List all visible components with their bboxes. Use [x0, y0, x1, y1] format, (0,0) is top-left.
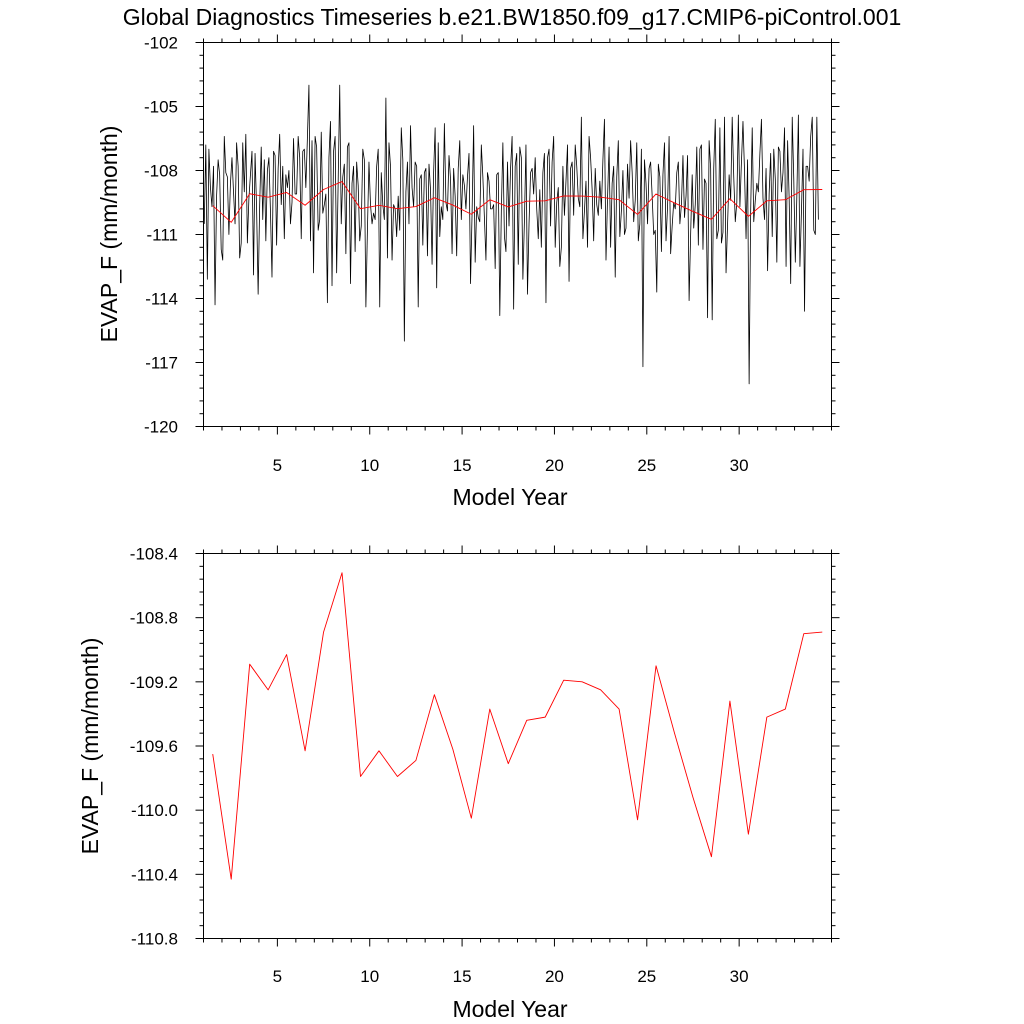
bottom-x-tick-label: 30 — [730, 967, 749, 986]
bottom-y-tick-label: -110.0 — [131, 801, 178, 820]
bottom-y-tick-label: -109.2 — [130, 673, 178, 692]
top-y-tick-label: -102 — [144, 34, 178, 53]
top-series-monthly — [203, 84, 819, 385]
top-x-tick-label: 5 — [273, 456, 282, 475]
top-series-group — [203, 84, 823, 385]
bottom-x-axis-title: Model Year — [452, 996, 567, 1022]
bottom-series-group — [212, 572, 823, 880]
top-y-tick-label: -117 — [145, 354, 178, 373]
bottom-axis-ticks — [195, 545, 840, 947]
top-x-tick-label: 25 — [637, 456, 656, 475]
bottom-y-axis-title: EVAP_F (mm/month) — [77, 638, 103, 855]
bottom-x-tick-label: 10 — [360, 967, 379, 986]
bottom-x-tick-label: 5 — [273, 967, 282, 986]
top-x-tick-label: 10 — [360, 456, 379, 475]
top-x-tick-label: 30 — [730, 456, 749, 475]
bottom-x-tick-label: 15 — [453, 967, 472, 986]
top-series-annual-mean — [212, 181, 823, 223]
top-y-tick-label: -111 — [146, 226, 178, 245]
top-axis-ticks — [195, 34, 840, 435]
bottom-y-tick-label: -110.4 — [131, 865, 178, 884]
top-y-tick-label: -105 — [144, 98, 178, 117]
top-x-tick-label: 15 — [453, 456, 472, 475]
top-y-tick-label: -120 — [144, 418, 178, 437]
bottom-y-tick-label: -110.8 — [131, 930, 178, 949]
bottom-y-tick-label: -108.8 — [130, 609, 178, 628]
top-panel: 5 10 15 20 25 30-120-117-114-111-108-105-102 … — [96, 34, 840, 510]
top-y-axis-title: EVAP_F (mm/month) — [96, 126, 122, 343]
bottom-y-tick-label: -109.6 — [130, 737, 178, 756]
top-tick-labels: 5 10 15 20 25 30 -120 -117 -114 -111 -108 -105 -102 — [144, 34, 749, 476]
bottom-y-tick-label: -108.4 — [130, 545, 178, 564]
top-x-tick-label: 20 — [545, 456, 564, 475]
top-x-axis-title: Model Year — [452, 484, 567, 510]
bottom-panel: 5 10 15 20 25 30 -110.8 -110.4 -110.0 -109.6 -109.… — [77, 545, 840, 1022]
top-y-tick-label: -108 — [144, 162, 178, 181]
chart-title: Global Diagnostics Timeseries b.e21.BW18… — [123, 4, 902, 30]
bottom-plot-frame — [203, 553, 832, 939]
bottom-series-annual-mean — [212, 572, 823, 880]
bottom-tick-labels: 5 10 15 20 25 30 -110.8 -110.4 -110.0 -109.6 -109.… — [130, 545, 749, 987]
bottom-x-tick-label: 25 — [637, 967, 656, 986]
bottom-x-tick-label: 20 — [545, 967, 564, 986]
top-y-tick-label: -114 — [145, 290, 178, 309]
